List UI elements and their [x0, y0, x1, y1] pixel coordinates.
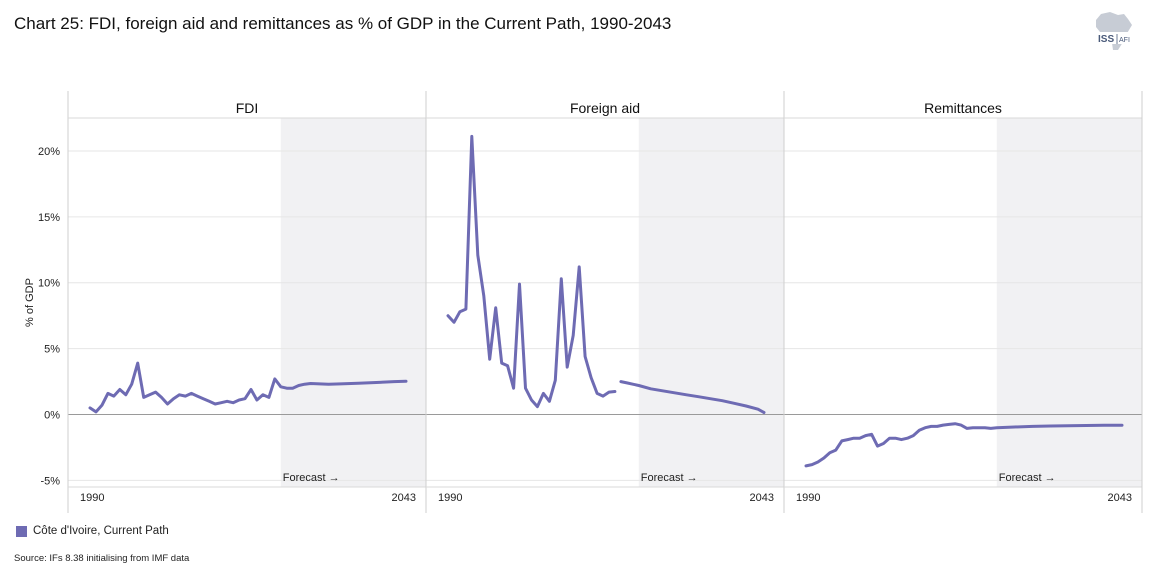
y-tick-label: 5%: [44, 344, 60, 356]
y-tick-label: 15%: [38, 212, 60, 224]
series-line: [619, 380, 766, 414]
x-tick-label: 2043: [750, 492, 774, 504]
series-line: [88, 361, 408, 414]
series-line: [446, 134, 617, 409]
series-line: [804, 422, 1124, 468]
legend-swatch: [16, 525, 27, 537]
legend: Côte d'Ivoire, Current Path: [16, 525, 169, 537]
y-tick-label: 0%: [44, 410, 60, 422]
iss-afi-logo: ISS AFI: [1088, 10, 1138, 54]
forecast-region: [638, 118, 784, 487]
chart-title: Chart 25: FDI, foreign aid and remittanc…: [14, 14, 672, 33]
x-tick-label: 1990: [438, 492, 462, 504]
forecast-label: Forecast →: [283, 472, 340, 484]
forecast-region: [996, 118, 1142, 487]
y-tick-label: -5%: [40, 475, 60, 487]
source-note: Source: IFs 8.38 initialising from IMF d…: [14, 553, 190, 564]
panel-title: Foreign aid: [570, 100, 640, 116]
forecast-label: Forecast →: [999, 472, 1056, 484]
panel-foreign-aid: Foreign aid Forecast → 1990 2043: [425, 91, 784, 513]
y-axis-label: % of GDP: [24, 278, 36, 327]
panel-title: FDI: [236, 100, 259, 116]
legend-label: Côte d'Ivoire, Current Path: [33, 525, 169, 537]
x-tick-label: 2043: [1108, 492, 1132, 504]
logo-sub-text: AFI: [1119, 37, 1130, 44]
logo-main-text: ISS: [1098, 34, 1114, 45]
y-tick-label: 20%: [38, 146, 60, 158]
x-tick-label: 2043: [392, 492, 416, 504]
forecast-label: Forecast →: [641, 472, 698, 484]
y-tick-label: 10%: [38, 278, 60, 290]
panel-title: Remittances: [924, 100, 1002, 116]
panel-fdi: FDI Forecast → 1990 2043: [67, 91, 426, 513]
x-tick-label: 1990: [80, 492, 104, 504]
forecast-region: [280, 118, 426, 487]
x-tick-label: 1990: [796, 492, 820, 504]
chart-area: % of GDP -5% 0% 5% 10% 15% 20% FDI Forecast → 199…: [24, 91, 1143, 513]
panel-remittances: Remittances Forecast → 1990 2043: [783, 91, 1143, 513]
